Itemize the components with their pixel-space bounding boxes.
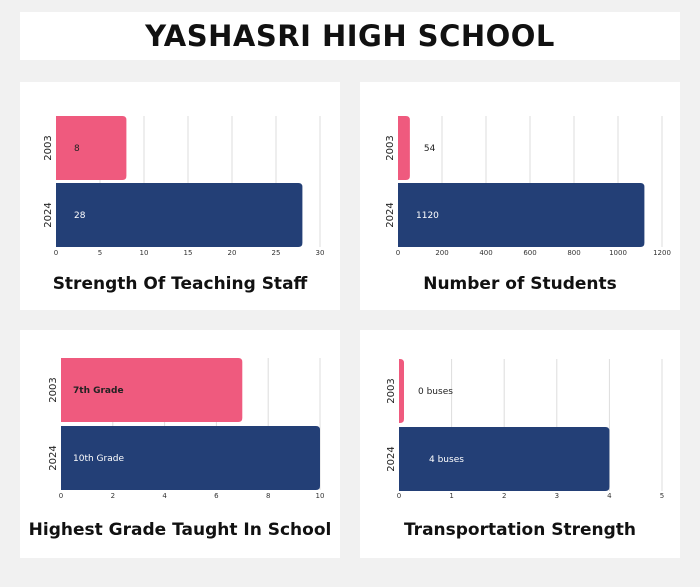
data-label: 8 xyxy=(74,144,80,154)
chart-svg: 0 5 10 15 20 25 30 2003 8 2024 28 xyxy=(43,116,325,257)
bar-2003 xyxy=(56,116,127,180)
chart-panel-students: 0 200 400 600 800 1000 1200 2003 54 2024 1120 Numb… xyxy=(360,82,680,310)
chart-title: Strength Of Teaching Staff xyxy=(52,274,308,294)
chart-panel-highest-grade: 0 2 4 6 8 10 2003 7th Grade 2024 10th Grade Highe… xyxy=(20,330,340,558)
x-tick-label: 15 xyxy=(184,249,193,257)
x-tick-label: 8 xyxy=(266,492,270,500)
x-tick-label: 0 xyxy=(396,249,400,257)
x-tick-label: 0 xyxy=(54,249,58,257)
x-tick-label: 25 xyxy=(272,249,281,257)
bar-2024 xyxy=(56,183,303,247)
chart-svg: 0 1 2 3 4 5 2003 0 buses 2024 4 buses xyxy=(386,359,664,500)
x-tick-label: 1200 xyxy=(653,249,671,257)
x-tick-label: 1000 xyxy=(609,249,627,257)
bar-2024 xyxy=(398,183,645,247)
bar-2024 xyxy=(399,427,610,491)
x-tick-label: 20 xyxy=(228,249,237,257)
y-category-label: 2003 xyxy=(43,135,54,160)
x-tick-label: 10 xyxy=(140,249,149,257)
chart-title: Transportation Strength xyxy=(403,520,637,540)
bar-2003 xyxy=(398,116,410,180)
data-label: 28 xyxy=(74,211,86,221)
x-tick-label: 600 xyxy=(523,249,536,257)
y-category-label: 2024 xyxy=(48,445,59,470)
chart-panel-transportation: 0 1 2 3 4 5 2003 0 buses 2024 4 buses Transportat… xyxy=(360,330,680,558)
chart-panel-teaching-staff: 0 5 10 15 20 25 30 2003 8 2024 28 Strength Of Teac… xyxy=(20,82,340,310)
data-label: 0 buses xyxy=(418,387,453,397)
data-label: 7th Grade xyxy=(73,386,124,396)
x-tick-label: 10 xyxy=(316,492,325,500)
y-category-label: 2024 xyxy=(385,202,396,227)
x-tick-label: 4 xyxy=(162,492,167,500)
x-tick-label: 400 xyxy=(479,249,492,257)
x-tick-label: 2 xyxy=(502,492,506,500)
chart-svg: 0 200 400 600 800 1000 1200 2003 54 2024 1120 xyxy=(385,116,671,257)
chart-title: Number of Students xyxy=(423,274,617,294)
data-label: 4 buses xyxy=(429,455,464,465)
x-tick-label: 0 xyxy=(397,492,401,500)
data-label: 10th Grade xyxy=(73,454,124,464)
bar-2003 xyxy=(399,359,404,423)
x-tick-label: 5 xyxy=(98,249,102,257)
x-tick-label: 0 xyxy=(59,492,63,500)
data-label: 1120 xyxy=(416,211,439,221)
bar-2024 xyxy=(61,426,320,490)
page-title: YASHASRI HIGH SCHOOL xyxy=(20,12,680,60)
chart-svg: 0 2 4 6 8 10 2003 7th Grade 2024 10th Grade xyxy=(48,358,325,500)
x-tick-label: 30 xyxy=(316,249,325,257)
y-category-label: 2003 xyxy=(48,377,59,402)
x-tick-label: 800 xyxy=(567,249,580,257)
x-tick-label: 2 xyxy=(111,492,115,500)
y-category-label: 2024 xyxy=(386,446,397,471)
x-tick-label: 200 xyxy=(435,249,448,257)
x-tick-label: 6 xyxy=(214,492,219,500)
data-label: 54 xyxy=(424,144,436,154)
y-category-label: 2003 xyxy=(386,378,397,403)
x-tick-label: 5 xyxy=(660,492,664,500)
x-tick-label: 1 xyxy=(449,492,453,500)
x-tick-label: 4 xyxy=(607,492,612,500)
y-category-label: 2024 xyxy=(43,202,54,227)
x-tick-label: 3 xyxy=(555,492,559,500)
chart-title: Highest Grade Taught In School xyxy=(28,520,332,540)
bar-2003 xyxy=(61,358,243,422)
y-category-label: 2003 xyxy=(385,135,396,160)
